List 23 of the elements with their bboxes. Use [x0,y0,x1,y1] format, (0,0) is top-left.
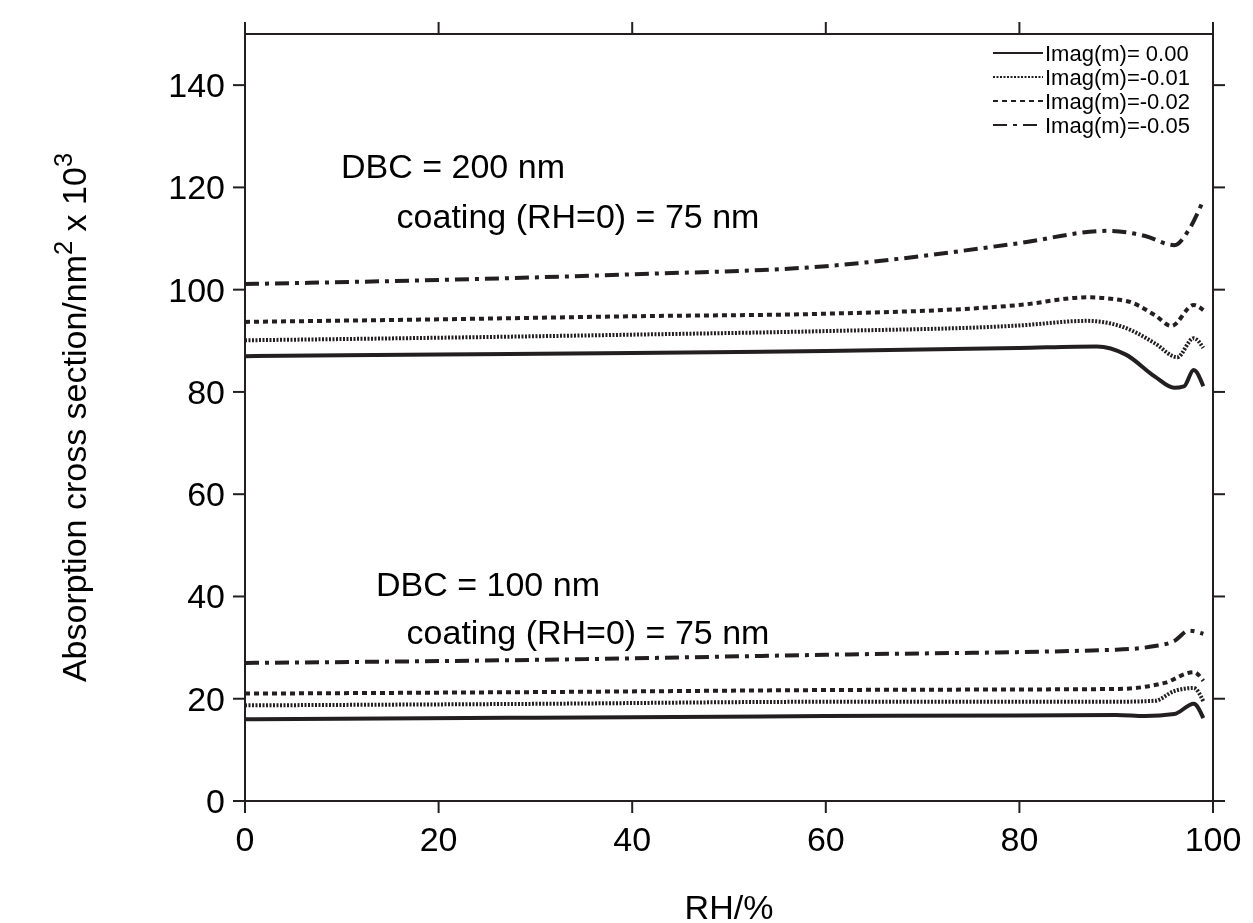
y-tick-label: 140 [168,66,225,105]
x-tick-label: 100 [1184,820,1242,858]
annotation: coating (RH=0) = 75 nm [396,197,760,235]
x-tick-label: 20 [419,820,458,858]
x-tick-label: 60 [806,820,845,858]
y-tick-label: 40 [187,577,225,616]
legend-label: Imag(m)=-0.01 [1045,65,1190,90]
legend-label: Imag(m)= 0.00 [1045,41,1189,66]
x-tick-label: 40 [613,820,652,858]
annotation: DBC = 200 nm [341,147,565,185]
y-tick-label: 20 [187,679,225,718]
legend-label: Imag(m)=-0.02 [1045,89,1190,114]
y-tick-label: 0 [206,782,225,820]
y-tick-label: 100 [168,270,225,309]
x-axis-title: RH/% [684,888,774,923]
y-tick-label: 80 [187,372,225,411]
annotation: DBC = 100 nm [376,565,600,603]
x-tick-label: 0 [235,820,255,858]
y-tick-label: 120 [168,168,225,207]
annotation: coating (RH=0) = 75 nm [406,613,770,651]
legend-label: Imag(m)=-0.05 [1045,113,1190,138]
x-tick-label: 80 [1000,820,1039,858]
y-tick-label: 60 [187,475,225,514]
